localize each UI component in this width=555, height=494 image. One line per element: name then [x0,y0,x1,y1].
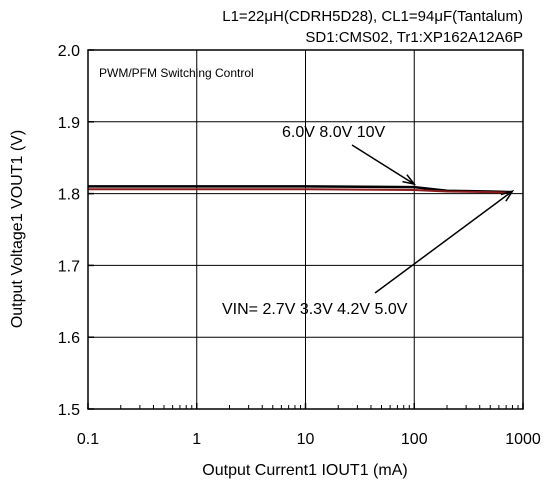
conditions-line-1: L1=22μH(CDRH5D28), CL1=94μF(Tantalum) [222,8,523,25]
y-tick-labels: 1.5 1.6 1.7 1.8 1.9 2.0 [58,43,80,419]
annotation-arrows [351,144,515,294]
x-axis-label: Output Current1 IOUT1 (mA) [202,462,407,479]
annotation-high-vin: 6.0V 8.0V 10V [282,124,386,141]
y-axis-label: Output Voltage1 VOUT1 (V) [9,130,26,328]
x-tick-labels: 0.1 1 10 100 1000 [77,431,541,448]
series-line-2 [88,188,513,194]
y-tick-label: 1.7 [58,258,80,275]
plot-frame [87,49,524,410]
y-tick-label: 1.8 [58,187,80,204]
annotation-low-vin: VIN= 2.7V 3.3V 4.2V 5.0V [222,301,408,318]
x-tick-label: 100 [401,431,428,448]
x-tick-label: 1000 [505,431,541,448]
annotation-arrow [374,190,513,294]
annotation-arrowhead [500,189,515,202]
inset-label: PWM/PFM Switching Control [99,66,254,80]
grid [87,49,524,410]
series-lines [88,185,513,194]
y-tick-label: 1.5 [58,402,80,419]
minor-ticks [120,405,519,409]
annotation-arrowhead [402,174,417,186]
x-tick-label: 0.1 [77,431,99,448]
conditions-line-2: SD1:CMS02, Tr1:XP162A12A6P [305,29,523,46]
x-tick-label: 10 [297,431,315,448]
y-tick-label: 1.9 [58,115,80,132]
y-tick-label: 1.6 [58,330,80,347]
y-tick-label: 2.0 [58,43,80,60]
annotation-arrow [351,144,415,185]
x-tick-label: 1 [192,431,201,448]
